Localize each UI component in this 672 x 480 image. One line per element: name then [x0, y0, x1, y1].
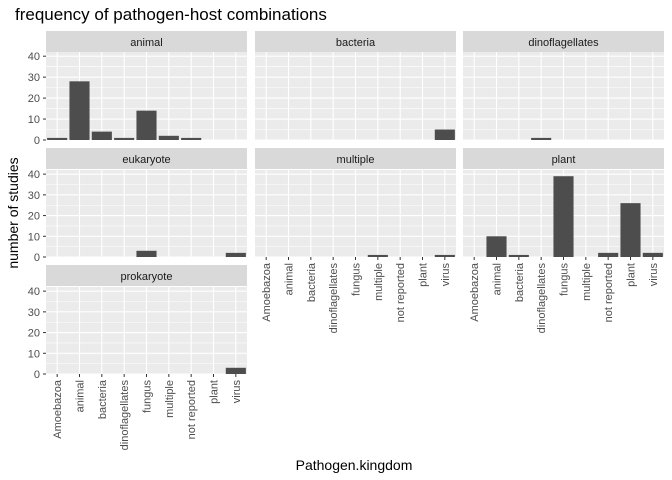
x-tick-label: fungus — [559, 263, 571, 297]
facet-strip-label: prokaryote — [121, 271, 173, 283]
x-tick-label: virus — [231, 380, 243, 404]
x-tick-label: not reported — [186, 380, 198, 439]
x-tick-label: fungus — [142, 380, 154, 414]
x-tick-label: animal — [75, 380, 87, 412]
y-tick-label: 10 — [28, 114, 40, 126]
x-tick-label: bacteria — [514, 262, 526, 302]
y-tick-label: 20 — [28, 93, 40, 105]
x-tick-label: multiple — [164, 380, 176, 418]
facet-strip-label: animal — [130, 37, 162, 49]
bar-animal-bacteria — [91, 131, 112, 140]
facet-strip — [46, 265, 247, 286]
facet-strip — [463, 31, 664, 52]
facet-panel-animal: animal 0 10 20 30 40 — [28, 31, 247, 147]
y-tick-label: 10 — [28, 231, 40, 243]
bar-bacteria-virus — [434, 129, 455, 140]
bar-plant-animal — [486, 236, 507, 257]
facet-strip — [46, 148, 247, 169]
x-tick-label: multiple — [581, 263, 593, 301]
facet-panel-eukaryote: eukaryote 0 10 20 30 40 — [28, 148, 247, 264]
x-tick-label: Amoebazoa — [261, 262, 273, 322]
x-tick-label: animal — [492, 263, 504, 295]
facet-panels: animal 0 10 20 30 40 bacteria dinoflagellates eu… — [28, 31, 664, 450]
y-tick-label: 20 — [28, 328, 40, 340]
y-tick-label: 30 — [28, 190, 40, 202]
bar-dinoflagellates-dinoflagellates — [531, 137, 552, 140]
facet-strip-label: multiple — [337, 154, 375, 166]
y-tick-label: 40 — [28, 51, 40, 63]
x-tick-label: not reported — [603, 263, 615, 322]
y-tick-label: 0 — [34, 369, 40, 381]
facet-strip — [255, 31, 456, 52]
x-tick-label: plant — [209, 380, 221, 404]
x-axis-title: Pathogen.kingdom — [296, 457, 413, 473]
y-axis-title: number of studies — [5, 157, 21, 268]
bar-plant-fungus — [553, 176, 574, 257]
y-tick-label: 40 — [28, 169, 40, 181]
bar-animal-multiple — [158, 135, 179, 140]
x-tick-label: multiple — [373, 263, 385, 301]
facet-strip-label: plant — [552, 154, 576, 166]
x-tick-label: bacteria — [306, 262, 318, 302]
x-tick-label: fungus — [351, 263, 363, 297]
y-tick-label: 40 — [28, 286, 40, 298]
bar-plant-virus — [642, 252, 663, 257]
x-tick-label: virus — [440, 263, 452, 287]
bar-plant-plant — [620, 203, 641, 257]
bar-eukaryote-fungus — [136, 250, 157, 257]
y-tick-label: 0 — [34, 135, 40, 147]
facet-panel-plant: plant Amoebazoa animal bacteria dinoflagella… — [463, 148, 664, 333]
bar-animal-not-reported — [181, 137, 202, 140]
facet-strip-label: bacteria — [336, 37, 376, 49]
x-tick-label: plant — [626, 263, 638, 287]
x-tick-label: dinoflagellates — [328, 263, 340, 334]
bar-multiple-virus — [434, 254, 455, 257]
x-tick-label: dinoflagellates — [536, 263, 548, 334]
x-tick-label: animal — [284, 263, 296, 295]
y-tick-label: 10 — [28, 348, 40, 360]
facet-strip — [255, 148, 456, 169]
x-tick-label: dinoflagellates — [119, 380, 131, 451]
facet-strip-label: eukaryote — [122, 154, 170, 166]
facet-strip — [46, 31, 247, 52]
facet-panel-prokaryote: prokaryote 0 10 20 30 40 Amoebazoa animal bacter… — [28, 265, 247, 450]
x-tick-label: not reported — [395, 263, 407, 322]
bar-plant-not-reported — [598, 252, 619, 257]
bar-animal-amoebazoa — [47, 137, 68, 140]
facet-panel-multiple: multiple Amoebazoa animal bacteria dinoflage… — [255, 148, 456, 333]
facet-strip-label: dinoflagellates — [528, 37, 599, 49]
y-tick-label: 0 — [34, 252, 40, 264]
facet-strip — [463, 148, 664, 169]
bar-multiple-multiple — [367, 254, 388, 257]
bar-eukaryote-virus — [225, 252, 246, 257]
bar-animal-animal — [69, 81, 90, 140]
x-tick-label: plant — [418, 263, 430, 287]
chart-title: frequency of pathogen-host combinations — [15, 5, 327, 24]
facet-panel-bacteria: bacteria — [255, 31, 456, 141]
y-tick-label: 30 — [28, 72, 40, 84]
bar-animal-dinoflagellates — [114, 137, 135, 140]
y-tick-label: 30 — [28, 307, 40, 319]
y-tick-label: 20 — [28, 211, 40, 223]
x-tick-label: Amoebazoa — [52, 379, 64, 439]
facet-panel-dinoflagellates: dinoflagellates — [463, 31, 664, 141]
x-tick-label: Amoebazoa — [469, 262, 481, 322]
x-tick-label: virus — [648, 263, 660, 287]
bar-prokaryote-virus — [225, 367, 246, 374]
bar-animal-fungus — [136, 110, 157, 140]
x-tick-label: bacteria — [97, 379, 109, 419]
bar-plant-bacteria — [508, 254, 529, 257]
